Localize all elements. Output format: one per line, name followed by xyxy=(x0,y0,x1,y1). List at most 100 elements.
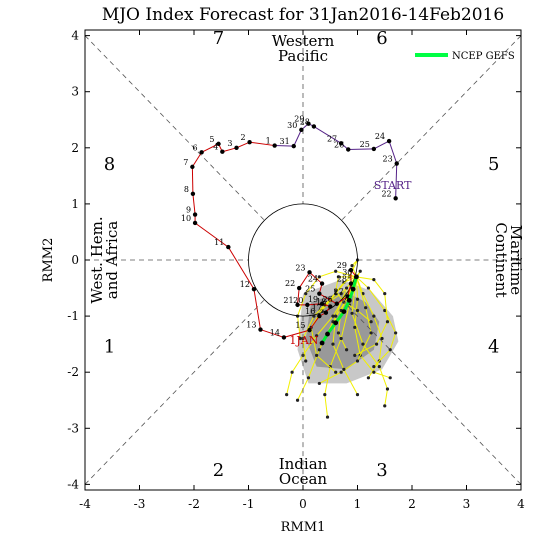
observed-track-segment xyxy=(309,271,323,284)
ensemble-member-point xyxy=(295,398,300,402)
ensemble-member-point xyxy=(366,286,370,290)
x-tick-label: -1 xyxy=(243,497,255,511)
ensemble-member-point xyxy=(328,364,332,369)
observed-track-segment xyxy=(274,145,294,147)
observed-track-segment xyxy=(191,152,203,168)
ensemble-member-point xyxy=(385,320,390,324)
ensemble-member-point xyxy=(345,348,349,352)
ensemble-member-point xyxy=(336,275,341,279)
observed-point xyxy=(220,149,225,154)
ensemble-member-line xyxy=(321,259,358,311)
phase-label-1: 1 xyxy=(104,337,115,358)
observed-track-segment xyxy=(297,288,300,305)
ensemble-member-point xyxy=(350,264,354,268)
ensemble-member-point xyxy=(304,359,308,363)
phase-label-8: 8 xyxy=(104,154,115,175)
ensemble-member-point xyxy=(325,415,330,419)
chart-title: MJO Index Forecast for 31Jan2016-14Feb20… xyxy=(102,5,504,25)
phase-label-7: 7 xyxy=(213,28,224,49)
observed-point xyxy=(307,327,312,333)
observed-point xyxy=(319,301,325,306)
ensemble-member-point xyxy=(304,292,308,296)
observed-day-label: 26 xyxy=(334,140,344,149)
ensemble-member-line xyxy=(335,276,372,323)
observed-day-label: 22 xyxy=(381,189,391,198)
x-axis-label: RMM1 xyxy=(281,520,326,535)
ensemble-member-point xyxy=(334,269,338,273)
x-tick-label: 2 xyxy=(408,497,416,511)
x-tick-label: -3 xyxy=(134,497,146,511)
y-axis-label: RMM2 xyxy=(41,238,56,283)
observed-point xyxy=(317,291,322,296)
ensemble-member-point xyxy=(366,376,370,380)
observed-day-label: 9 xyxy=(186,206,191,215)
observed-point xyxy=(295,302,300,308)
ensemble-member-point xyxy=(317,348,321,352)
phase-label-5: 5 xyxy=(488,154,499,175)
observed-point xyxy=(346,147,351,152)
observed-point xyxy=(306,121,311,126)
phase-divider-line xyxy=(84,35,265,220)
observed-track-segment xyxy=(260,329,285,338)
observed-point xyxy=(192,212,198,217)
phase-label-4: 4 xyxy=(488,337,499,358)
observed-day-label: 15 xyxy=(295,321,305,330)
ensemble-member-point xyxy=(345,286,349,290)
gefs-mean-point xyxy=(333,320,339,326)
observed-track-segment xyxy=(319,293,338,305)
observed-point xyxy=(348,281,354,286)
observed-point xyxy=(247,139,252,145)
observed-day-label: 25 xyxy=(360,140,370,149)
ensemble-member-point xyxy=(298,336,302,341)
ensemble-member-point xyxy=(353,325,357,329)
x-tick-label: -2 xyxy=(188,497,200,511)
observed-day-label: 16 xyxy=(305,307,315,316)
ensemble-member-point xyxy=(353,353,357,357)
gefs-mean-point xyxy=(346,297,352,303)
observed-point xyxy=(272,143,277,148)
x-tick-label: 1 xyxy=(354,497,362,511)
ensemble-member-line xyxy=(354,276,391,379)
unit-circle xyxy=(248,203,358,317)
observed-day-label: 6 xyxy=(193,143,198,152)
observed-point xyxy=(199,150,204,155)
observed-day-label: 30 xyxy=(287,121,297,130)
observed-day-label: 23 xyxy=(295,263,305,272)
y-tick-label: -1 xyxy=(67,309,79,323)
x-tick-label: -4 xyxy=(79,497,91,511)
x-tick-label: 4 xyxy=(517,497,525,511)
observed-day-label: 24 xyxy=(308,275,318,284)
ensemble-member-point xyxy=(317,381,321,386)
observed-day-label: 12 xyxy=(240,280,250,289)
observed-point xyxy=(190,164,195,170)
ensemble-member-point xyxy=(364,306,368,310)
spread-inner-area xyxy=(305,290,380,370)
observed-day-label: 29 xyxy=(337,261,347,270)
observed-track-segment xyxy=(191,166,194,194)
ensemble-member-line xyxy=(356,276,397,367)
observed-point xyxy=(393,196,398,201)
region-label-indian-ocean: Indian xyxy=(279,455,328,473)
ensemble-member-point xyxy=(336,331,341,335)
ensemble-member-line xyxy=(332,276,358,395)
observed-day-label: 28 xyxy=(300,117,310,126)
observed-track-segment xyxy=(388,140,398,164)
ensemble-member-point xyxy=(388,348,392,352)
ensemble-member-point xyxy=(339,292,343,296)
phase-divider-line xyxy=(341,35,522,220)
region-label-west-hem-africa: and Africa xyxy=(103,221,121,299)
phase-label-2: 2 xyxy=(213,460,224,481)
observed-point xyxy=(296,285,302,291)
x-tick-label: 3 xyxy=(463,497,471,511)
phase-label-3: 3 xyxy=(376,460,387,481)
ensemble-member-point xyxy=(331,314,335,318)
ensemble-member-point xyxy=(374,342,379,346)
phase-divider-line xyxy=(341,300,522,485)
observed-track-segment xyxy=(373,140,390,150)
ensemble-member-point xyxy=(383,308,387,313)
x-tick-label: 0 xyxy=(299,497,307,511)
observed-point xyxy=(226,244,231,250)
observed-track-segment xyxy=(227,246,255,290)
observed-day-label: 13 xyxy=(246,321,256,330)
